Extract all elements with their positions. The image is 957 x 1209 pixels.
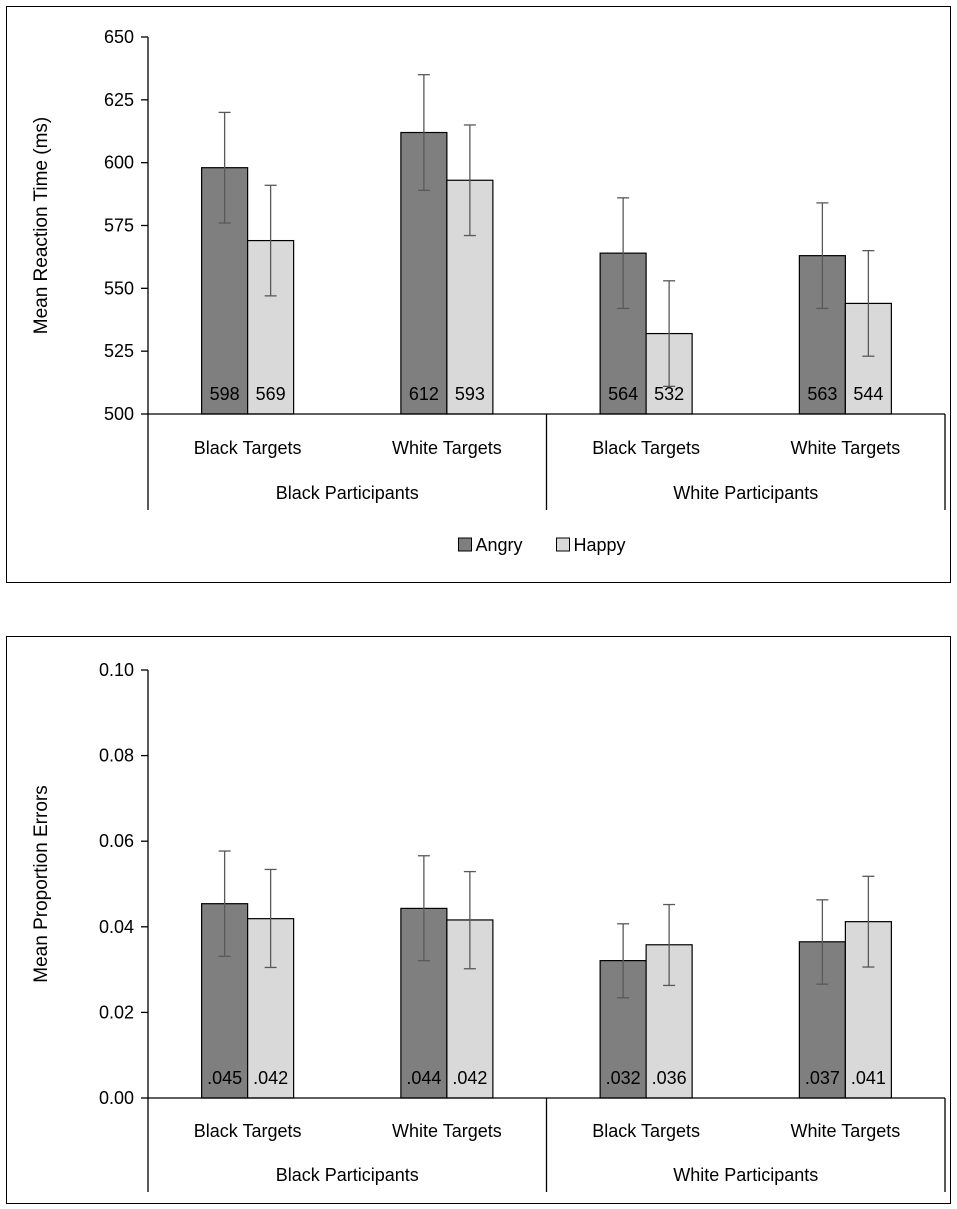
y-tick-label: 500 — [104, 404, 134, 424]
y-tick-label: 0.02 — [99, 1002, 134, 1022]
x-group-label: White Participants — [673, 483, 818, 503]
y-tick-label: 525 — [104, 341, 134, 361]
proportion-errors-chart: 0.00 0.02 0.04 0.06 0.08 0.10 Mean Proportion … — [6, 636, 951, 1204]
data-label-happy: 593 — [455, 384, 485, 404]
y-tick-label: 650 — [104, 27, 134, 47]
data-label-angry: .044 — [406, 1068, 441, 1088]
x-category-label: Black Targets — [592, 438, 700, 458]
x-category-label: Black Targets — [194, 1121, 302, 1141]
legend-swatch-happy — [556, 537, 570, 552]
data-label-angry: 564 — [608, 384, 638, 404]
legend-label-angry: Angry — [476, 535, 523, 555]
x-category-label: White Targets — [392, 1121, 502, 1141]
y-tick-label: 0.06 — [99, 831, 134, 851]
y-tick-label: 0.04 — [99, 917, 134, 937]
y-axis-title: Mean Proportion Errors — [31, 785, 52, 982]
y-tick-label: 550 — [104, 278, 134, 298]
proportion-errors-chart-svg: 0.00 0.02 0.04 0.06 0.08 0.10 Mean Proportion … — [31, 660, 946, 1192]
data-label-angry: .037 — [805, 1068, 840, 1088]
data-label-angry: 612 — [409, 384, 439, 404]
data-label-happy: 569 — [256, 384, 286, 404]
y-tick-label: 575 — [104, 216, 134, 236]
y-tick-label: 625 — [104, 90, 134, 110]
x-category-label: Black Targets — [194, 438, 302, 458]
data-label-angry: 598 — [210, 384, 240, 404]
y-tick-label: 0.10 — [99, 660, 134, 680]
reaction-time-chart-svg: 500 525 550 575 600 625 650 Mean Reaction Time … — [31, 27, 946, 555]
data-label-happy: .036 — [652, 1068, 687, 1088]
x-category-label: White Targets — [392, 438, 502, 458]
y-tick-label: 0.08 — [99, 746, 134, 766]
y-tick-label: 0.00 — [99, 1088, 134, 1108]
x-category-label: Black Targets — [592, 1121, 700, 1141]
y-axis-title: Mean Reaction Time (ms) — [31, 117, 52, 335]
data-label-happy: .042 — [452, 1068, 487, 1088]
x-category-label: White Targets — [791, 1121, 901, 1141]
data-label-angry: 563 — [807, 384, 837, 404]
x-group-label: Black Participants — [276, 483, 419, 503]
legend-label-happy: Happy — [574, 535, 626, 555]
legend-swatch-angry — [458, 537, 472, 552]
data-label-angry: .032 — [606, 1068, 641, 1088]
data-label-happy: .041 — [851, 1068, 886, 1088]
data-label-angry: .045 — [207, 1068, 242, 1088]
x-group-label: White Participants — [673, 1165, 818, 1185]
data-label-happy: 532 — [654, 384, 684, 404]
data-label-happy: 544 — [853, 384, 883, 404]
y-tick-label: 600 — [104, 153, 134, 173]
x-category-label: White Targets — [791, 438, 901, 458]
reaction-time-chart: 500 525 550 575 600 625 650 Mean Reaction Time … — [6, 6, 951, 583]
x-group-label: Black Participants — [276, 1165, 419, 1185]
data-label-happy: .042 — [253, 1068, 288, 1088]
